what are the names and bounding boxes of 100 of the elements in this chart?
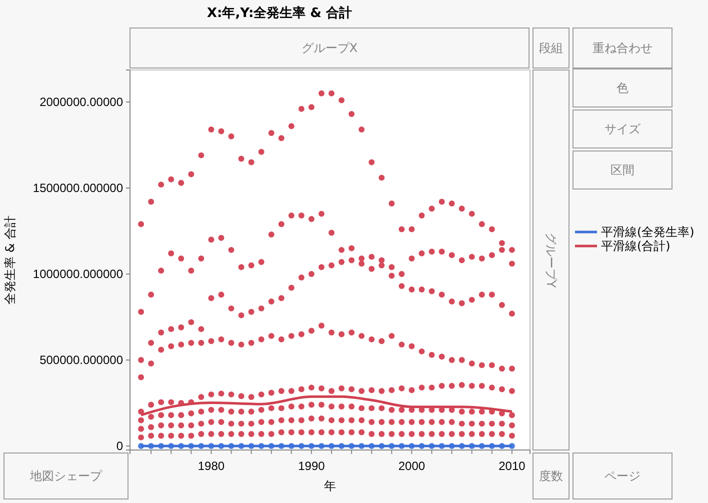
- point: [478, 382, 485, 389]
- point: [468, 254, 475, 260]
- point: [398, 431, 405, 437]
- point: [248, 394, 254, 400]
- point: [188, 171, 194, 178]
- point: [418, 250, 425, 256]
- y-axis-title: 全発生率 & 合計: [3, 216, 17, 304]
- point: [228, 246, 234, 253]
- text: 区間: [610, 163, 634, 177]
- point: [368, 418, 375, 425]
- point: [258, 406, 264, 413]
- point: [268, 130, 274, 136]
- point: [278, 417, 284, 424]
- point: [158, 412, 164, 418]
- point: [298, 386, 304, 392]
- point: [138, 426, 144, 432]
- point: [428, 384, 435, 391]
- point: [178, 412, 184, 418]
- y-tick-label: 1000000.000000: [32, 266, 124, 281]
- point: [208, 338, 214, 344]
- text: ページ: [604, 469, 640, 483]
- point: [418, 384, 425, 391]
- point: [208, 418, 214, 425]
- point: [238, 408, 244, 415]
- point: [288, 388, 294, 394]
- point: [458, 357, 465, 364]
- point: [268, 405, 274, 412]
- point: [278, 336, 284, 342]
- point: [298, 212, 304, 219]
- point: [388, 387, 395, 394]
- point: [138, 408, 144, 415]
- point: [218, 431, 224, 437]
- point: [508, 432, 515, 439]
- point: [468, 408, 475, 415]
- point: [378, 174, 385, 181]
- point: [498, 431, 505, 437]
- point: [358, 417, 365, 424]
- point: [228, 431, 234, 437]
- x-axis-title: 年: [324, 479, 336, 493]
- point: [228, 408, 234, 415]
- point: [468, 210, 475, 217]
- point: [388, 418, 395, 425]
- point: [158, 330, 164, 336]
- point: [458, 408, 465, 415]
- point: [448, 357, 455, 364]
- point: [348, 429, 355, 436]
- point: [378, 338, 385, 344]
- point: [148, 340, 154, 346]
- point: [308, 402, 314, 408]
- point: [198, 152, 204, 158]
- point: [428, 288, 435, 294]
- legend-label: 平滑線(合計): [601, 239, 670, 253]
- point: [328, 404, 334, 410]
- point: [308, 271, 314, 277]
- point: [398, 283, 405, 290]
- point: [398, 385, 405, 392]
- point: [148, 402, 154, 408]
- chart-title: X:年,Y:全発生率 & 合計: [207, 5, 352, 21]
- point: [308, 216, 314, 222]
- point: [198, 431, 204, 437]
- point: [178, 422, 184, 428]
- point: [258, 418, 264, 425]
- point: [498, 302, 505, 308]
- point: [148, 424, 154, 430]
- point: [398, 342, 405, 348]
- point: [298, 429, 304, 436]
- point: [218, 292, 224, 298]
- point: [328, 429, 334, 436]
- point: [148, 432, 154, 439]
- point: [328, 330, 334, 336]
- point: [438, 431, 445, 437]
- point: [408, 226, 415, 232]
- point: [198, 420, 204, 427]
- point: [318, 210, 324, 217]
- point: [408, 286, 415, 292]
- point: [288, 404, 294, 410]
- point: [238, 264, 244, 270]
- point: [328, 90, 334, 96]
- point: [258, 148, 264, 155]
- point: [468, 296, 475, 303]
- point: [188, 340, 194, 346]
- point: [318, 264, 324, 270]
- point: [258, 259, 264, 265]
- point: [438, 354, 445, 360]
- point: [228, 420, 234, 427]
- point: [228, 340, 234, 346]
- point: [418, 212, 425, 219]
- point: [338, 331, 345, 338]
- point: [488, 292, 495, 298]
- point: [378, 418, 385, 425]
- point: [268, 231, 274, 238]
- point: [488, 226, 495, 232]
- point: [278, 221, 284, 228]
- point: [218, 234, 224, 241]
- point: [318, 385, 324, 392]
- point: [158, 432, 164, 439]
- point: [168, 412, 174, 418]
- point: [238, 342, 244, 348]
- point: [488, 362, 495, 368]
- point: [498, 420, 505, 427]
